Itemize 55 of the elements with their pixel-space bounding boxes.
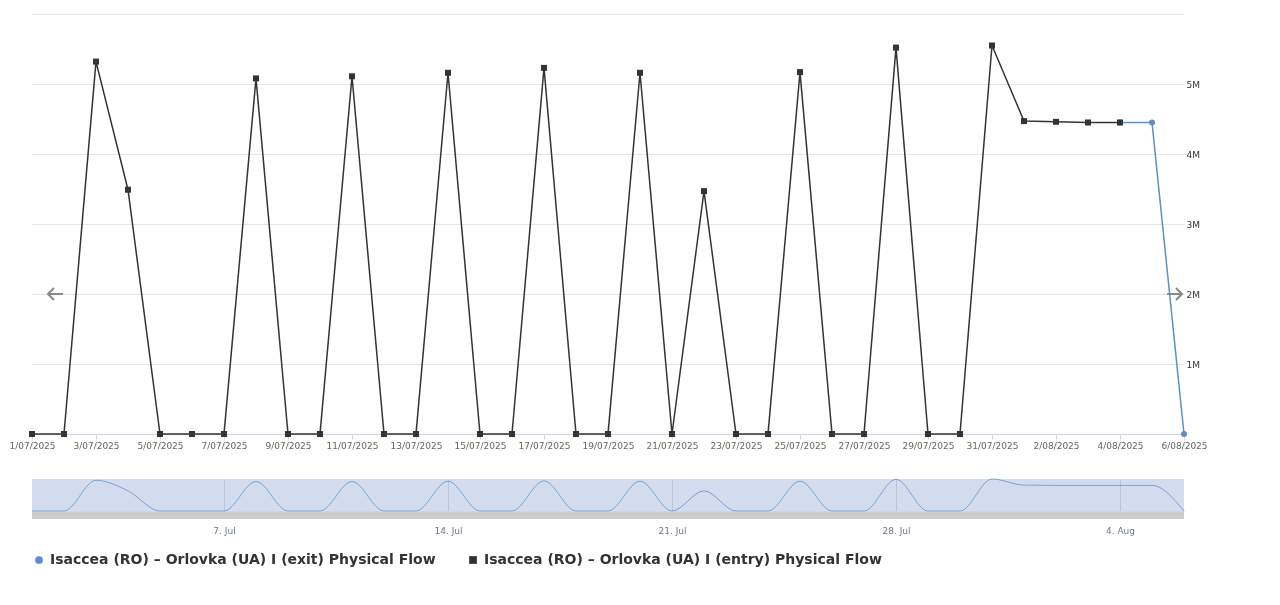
- point: [509, 431, 515, 437]
- point: [637, 69, 643, 76]
- point: [125, 186, 131, 193]
- x-tick-label: 1/07/2025: [9, 440, 56, 451]
- x-tick-label: 25/07/2025: [774, 440, 827, 451]
- point: [989, 42, 995, 49]
- x-tick-label: 21/07/2025: [646, 440, 699, 451]
- y-tick-label: 1M: [1186, 359, 1200, 370]
- x-tick-label: 27/07/2025: [838, 440, 891, 451]
- legend-label: Isaccea (RO) – Orlovka (UA) I (exit) Physical Flow: [50, 551, 436, 567]
- point: [445, 69, 451, 76]
- point: [957, 431, 963, 437]
- x-tick-label: 2/08/2025: [1033, 440, 1080, 451]
- point: [1085, 119, 1091, 126]
- x-tick-label: 13/07/2025: [390, 440, 443, 451]
- x-tick-label: 17/07/2025: [518, 440, 571, 451]
- x-tick-label: 14. Jul: [434, 525, 463, 536]
- x-tick-label: 21. Jul: [658, 525, 687, 536]
- x-tick-label: 4. Aug: [1105, 525, 1136, 536]
- point: [93, 58, 99, 65]
- point: [797, 69, 803, 76]
- legend-label: Isaccea (RO) – Orlovka (UA) I (entry) Physical Flow: [484, 551, 882, 567]
- y-tick-label: 2M: [1186, 289, 1200, 300]
- point: [381, 431, 387, 437]
- x-tick-label: 9/07/2025: [265, 440, 312, 451]
- y-tick-label: 4M: [1186, 149, 1200, 160]
- point: [701, 188, 707, 195]
- point: [61, 431, 67, 437]
- x-tick-label: 28. Jul: [882, 525, 911, 536]
- point: [829, 431, 835, 437]
- x-tick-label: 5/07/2025: [137, 440, 184, 451]
- point: [253, 75, 259, 82]
- point: [765, 431, 771, 437]
- point: [317, 431, 323, 437]
- point: [349, 73, 355, 80]
- y-tick-label: 3M: [1186, 219, 1200, 230]
- point: [1053, 118, 1059, 125]
- x-tick-label: 7. Jul: [213, 525, 236, 536]
- y-tick-label: 5M: [1186, 79, 1200, 90]
- point: [1021, 118, 1027, 125]
- x-tick-label: 15/07/2025: [454, 440, 507, 451]
- x-tick-label: 31/07/2025: [966, 440, 1019, 451]
- x-tick-label: 11/07/2025: [326, 440, 379, 451]
- x-tick-label: 29/07/2025: [902, 440, 955, 451]
- point: [189, 431, 195, 437]
- x-tick-label: 3/07/2025: [73, 440, 120, 451]
- x-tick-label: 23/07/2025: [710, 440, 763, 451]
- x-tick-label: 4/08/2025: [1097, 440, 1144, 451]
- point: [573, 431, 579, 437]
- x-tick-label: 7/07/2025: [201, 440, 248, 451]
- x-tick-label: 6/08/2025: [1161, 440, 1208, 451]
- x-tick-label: 19/07/2025: [582, 440, 635, 451]
- point: [893, 44, 899, 51]
- point: [1149, 119, 1155, 126]
- point: [541, 64, 547, 71]
